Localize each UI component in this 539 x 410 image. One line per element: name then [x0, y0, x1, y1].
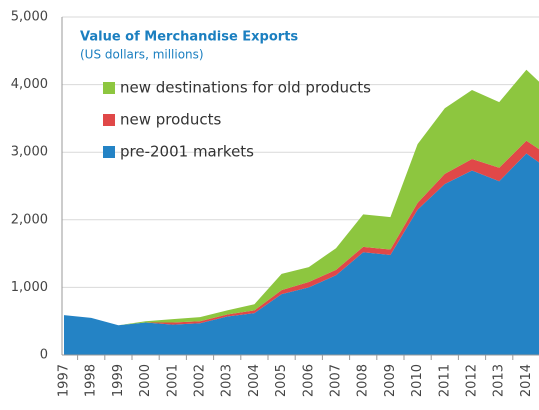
legend-label: new destinations for old products	[120, 79, 371, 97]
area	[64, 140, 539, 326]
x-tick-label: 2001	[165, 364, 180, 397]
chart-subtitle: (US dollars, millions)	[80, 48, 204, 62]
y-tick-label: 5,000	[11, 10, 48, 25]
legend-swatch	[103, 146, 115, 158]
y-tick-label: 2,000	[11, 212, 48, 227]
x-tick-label: 2003	[220, 364, 235, 397]
y-tick-label: 1,000	[11, 280, 48, 295]
x-tick-label: 2013	[492, 364, 507, 397]
legend-label: new products	[120, 111, 221, 129]
x-tick-label: 2002	[193, 364, 208, 397]
x-tick-label: 2007	[329, 364, 344, 397]
y-tick-label: 0	[40, 348, 48, 363]
chart-title: Value of Merchandise Exports	[80, 30, 298, 45]
x-tick-label: 2006	[301, 364, 316, 397]
y-tick-label: 4,000	[11, 77, 48, 92]
legend-swatch	[103, 114, 115, 126]
x-tick-label: 2008	[356, 364, 371, 397]
area	[64, 153, 539, 355]
x-tick-label: 1999	[111, 364, 126, 397]
x-tick-label: 2011	[437, 364, 452, 397]
x-tick-label: 1997	[57, 364, 72, 397]
area	[64, 69, 539, 326]
x-tick-label: 2000	[138, 364, 153, 397]
plot-area	[62, 16, 539, 356]
x-tick-label: 1998	[84, 364, 99, 397]
x-tick-label: 2010	[410, 364, 425, 397]
x-tick-label: 2009	[383, 364, 398, 397]
y-tick-label: 3,000	[11, 145, 48, 160]
x-tick-label: 2004	[247, 364, 262, 397]
x-tick-label: 2012	[465, 364, 480, 397]
legend-label: pre-2001 markets	[120, 143, 254, 161]
x-tick-label: 2014	[519, 364, 534, 397]
legend-swatch	[103, 82, 115, 94]
x-tick-label: 2005	[274, 364, 289, 397]
